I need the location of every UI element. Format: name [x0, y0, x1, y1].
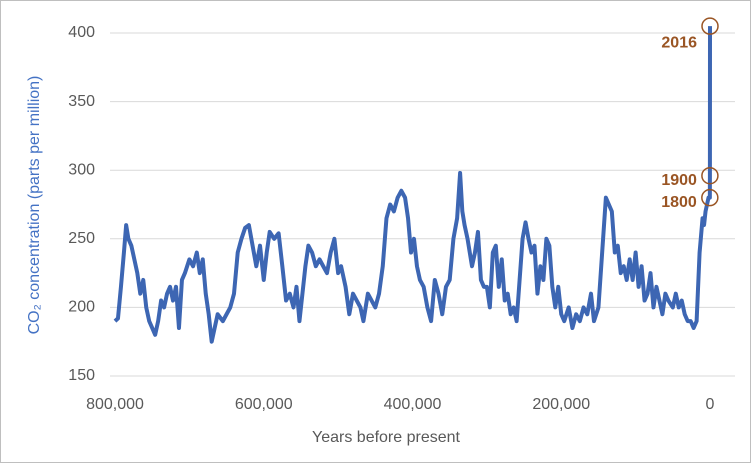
- y-tick-label: 350: [68, 93, 95, 110]
- annotation-marker: [701, 17, 719, 35]
- y-tick-label: 150: [68, 367, 95, 384]
- y-tick-label: 200: [68, 299, 95, 316]
- y-tick-label: 400: [68, 24, 95, 41]
- x-tick-label: 200,000: [532, 396, 590, 413]
- x-axis-label: Years before present: [312, 429, 461, 446]
- y-axis-label: CO₂ concentration (parts per million): [26, 76, 43, 335]
- x-tick-label: 800,000: [86, 396, 144, 413]
- x-tick-label: 600,000: [235, 396, 293, 413]
- annotation-marker: [701, 188, 719, 207]
- y-tick-label: 250: [68, 230, 95, 247]
- annotation-label: 2016: [661, 34, 697, 51]
- x-tick-label: 400,000: [384, 396, 442, 413]
- annotation-marker: [701, 166, 719, 185]
- x-tick-label: 0: [706, 396, 715, 413]
- annotation-label: 1800: [661, 194, 697, 211]
- y-tick-label: 300: [68, 161, 95, 178]
- annotation-label: 1900: [661, 172, 697, 189]
- data-line: [113, 26, 712, 344]
